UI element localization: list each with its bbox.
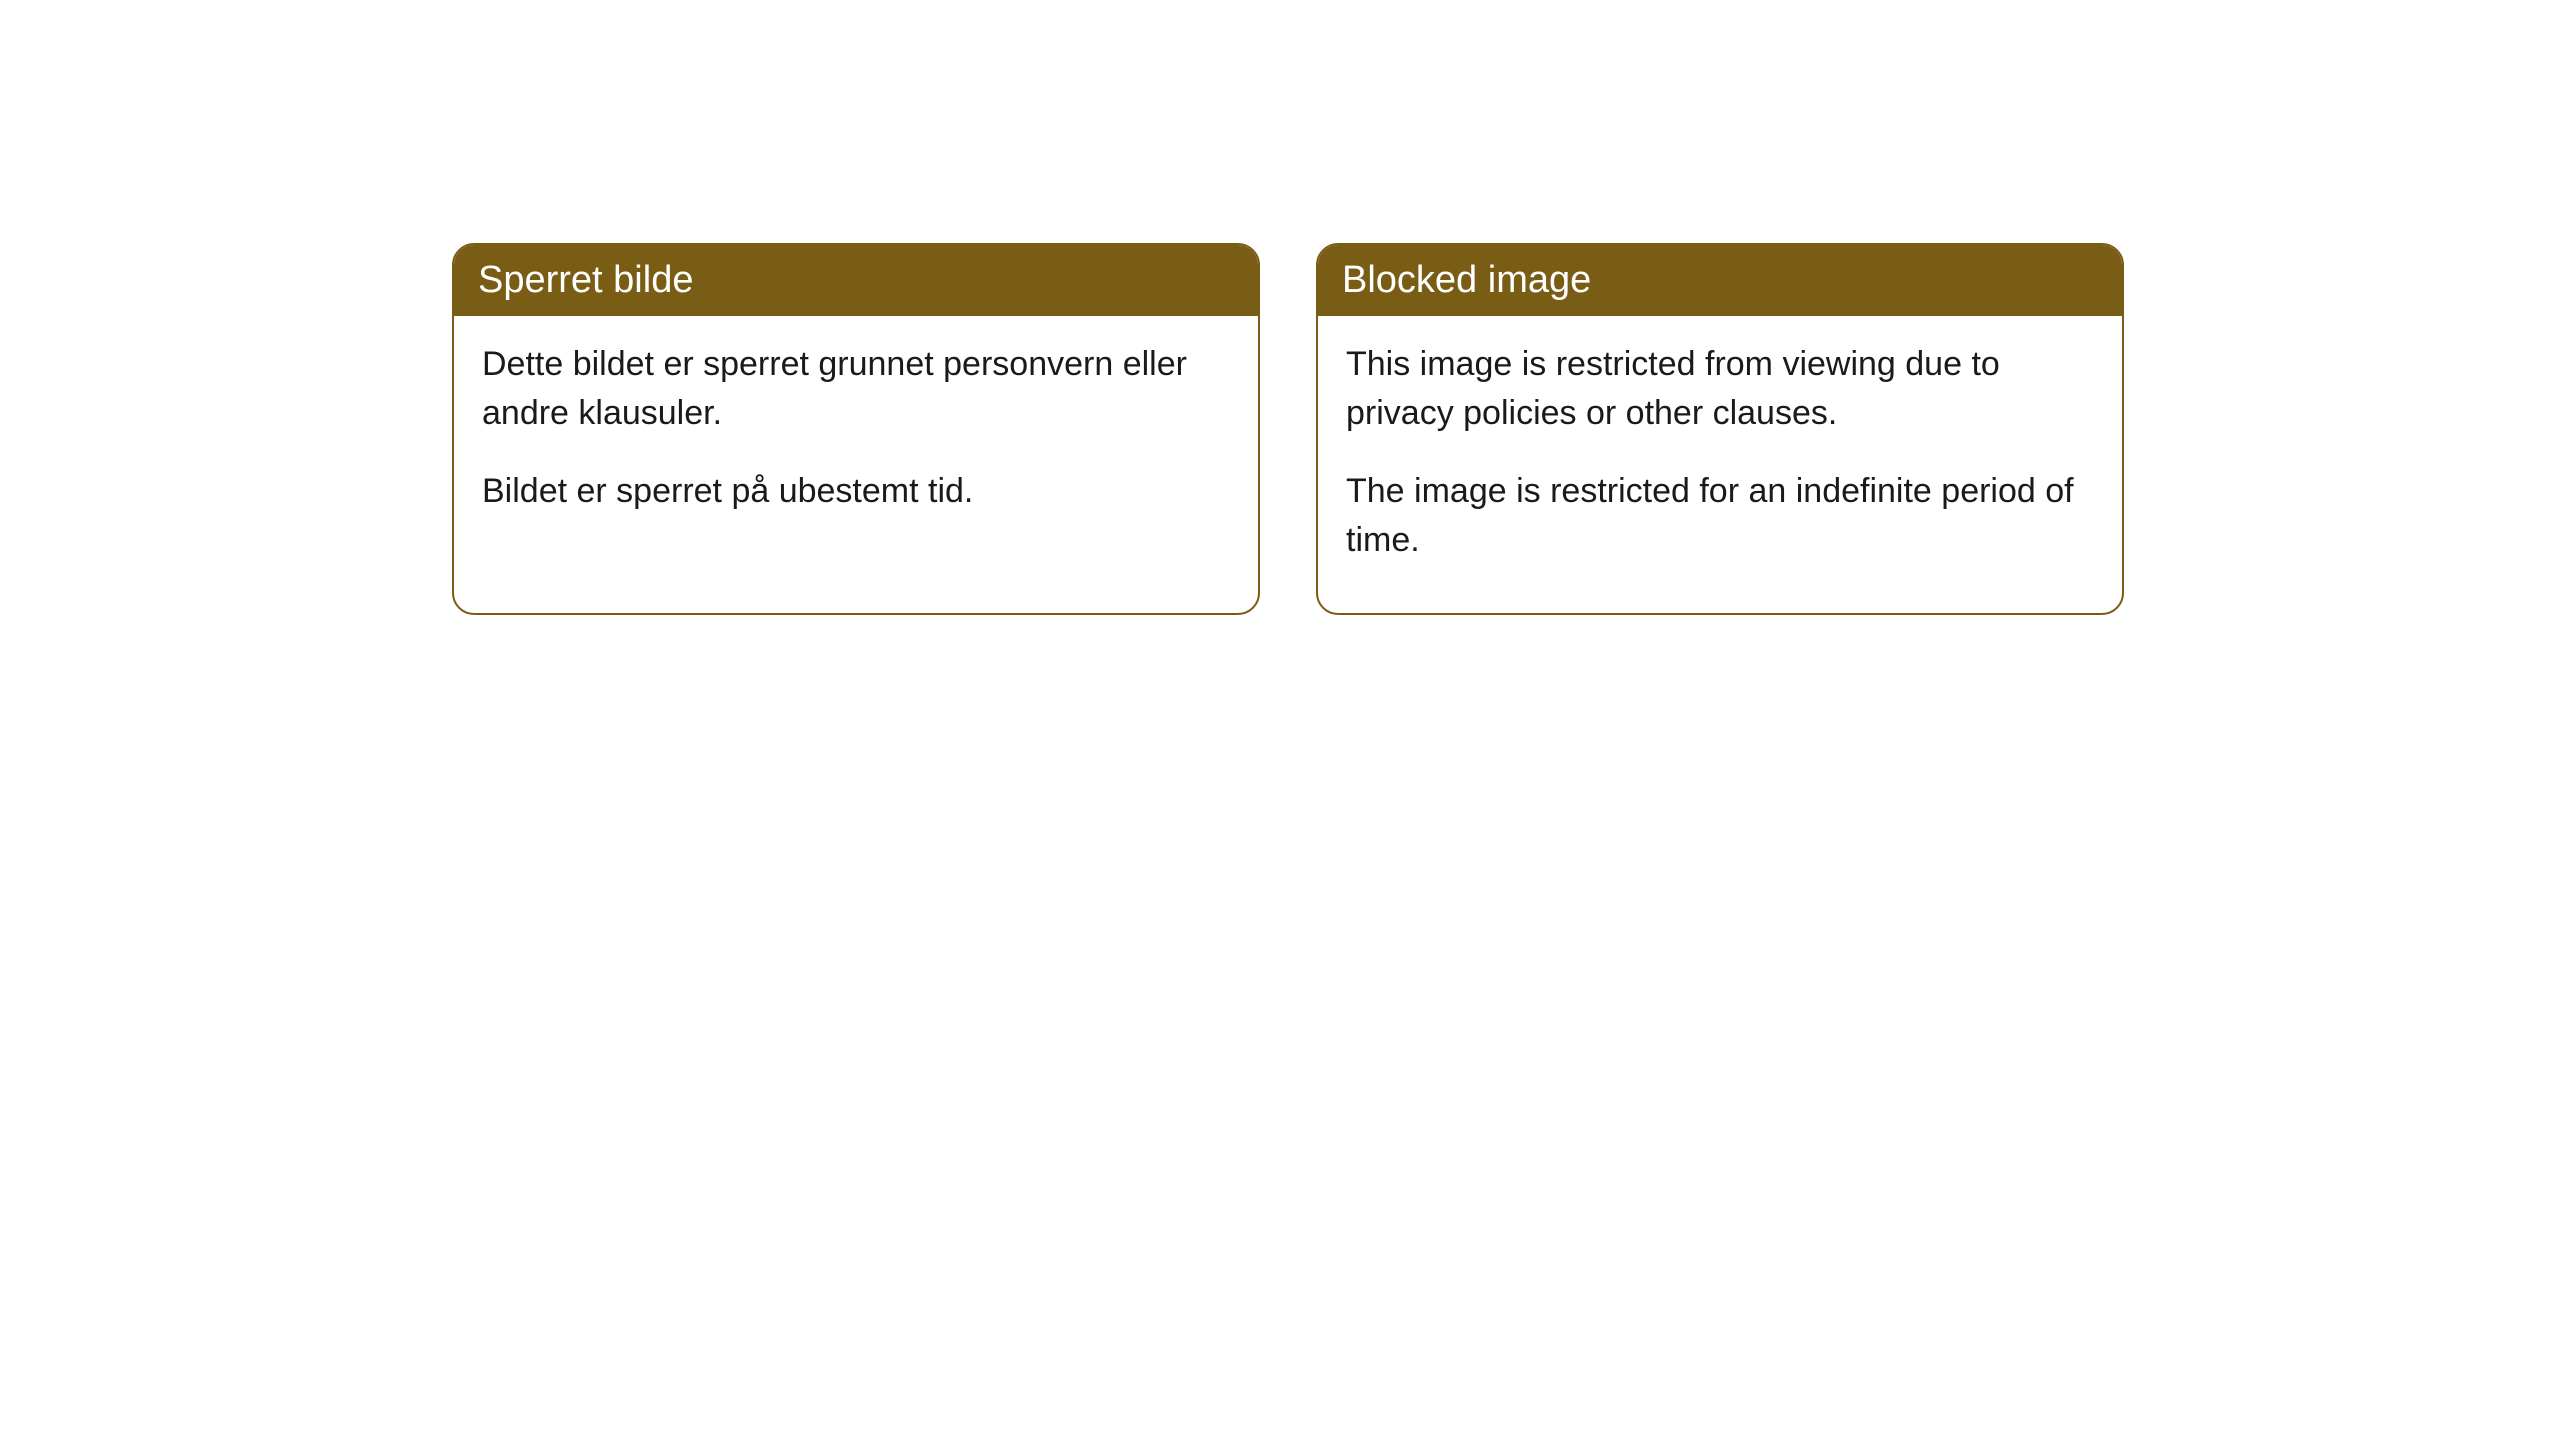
card-paragraph-1: Dette bildet er sperret grunnet personve… xyxy=(482,340,1230,439)
card-body: This image is restricted from viewing du… xyxy=(1318,316,2122,613)
card-header: Blocked image xyxy=(1318,245,2122,316)
card-body: Dette bildet er sperret grunnet personve… xyxy=(454,316,1258,564)
card-title: Sperret bilde xyxy=(478,259,693,301)
notice-card-norwegian: Sperret bilde Dette bildet er sperret gr… xyxy=(452,243,1260,615)
card-paragraph-1: This image is restricted from viewing du… xyxy=(1346,340,2094,439)
card-title: Blocked image xyxy=(1342,259,1591,301)
notice-cards-container: Sperret bilde Dette bildet er sperret gr… xyxy=(452,243,2124,615)
card-paragraph-2: The image is restricted for an indefinit… xyxy=(1346,467,2094,566)
notice-card-english: Blocked image This image is restricted f… xyxy=(1316,243,2124,615)
card-header: Sperret bilde xyxy=(454,245,1258,316)
card-paragraph-2: Bildet er sperret på ubestemt tid. xyxy=(482,467,1230,516)
